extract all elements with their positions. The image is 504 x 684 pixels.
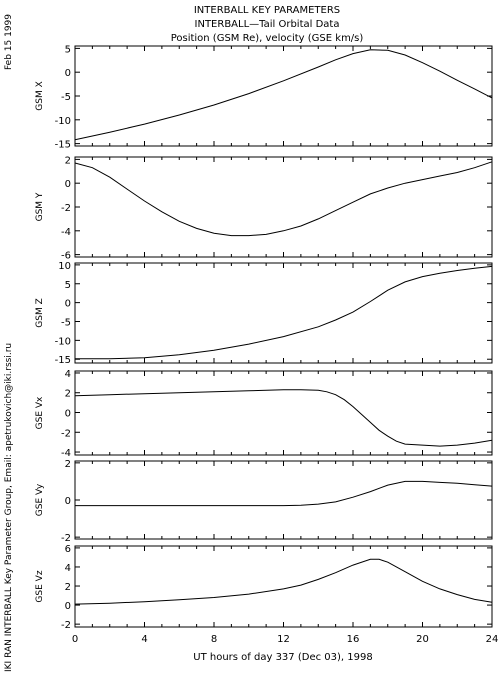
y-tick-label: -10 (55, 336, 71, 347)
y-tick-label: 0 (65, 496, 71, 507)
panel-frame (74, 545, 493, 628)
y-axis-label: GSE Vy (35, 483, 45, 516)
y-tick-label: -4 (61, 448, 71, 459)
y-tick-label: -6 (61, 251, 71, 262)
title-line-2: INTERBALL—Tail Orbital Data (195, 19, 340, 30)
y-tick-label: -15 (55, 355, 71, 366)
y-tick-label: 0 (65, 179, 71, 190)
series-line (74, 161, 493, 237)
panel-frame (74, 156, 493, 258)
date-label: Feb 15 1999 (4, 14, 14, 70)
panel-frame (74, 45, 493, 147)
y-axis-label: GSM Z (35, 298, 45, 327)
y-tick-label: 10 (58, 261, 71, 272)
x-tick-label: 12 (277, 634, 290, 645)
y-tick-label: -5 (61, 317, 71, 328)
y-axis-label: GSM Y (35, 192, 45, 221)
y-tick-label: -2 (61, 533, 71, 544)
x-tick-label: 24 (486, 634, 499, 645)
y-tick-label: -2 (61, 428, 71, 439)
x-tick-label: 8 (211, 634, 217, 645)
x-axis-label: UT hours of day 337 (Dec 03), 1998 (193, 652, 372, 663)
series-line (75, 265, 493, 360)
series-line (74, 49, 493, 141)
y-tick-label: 2 (65, 582, 71, 593)
y-tick-label: 5 (65, 280, 71, 291)
y-tick-label: 5 (65, 44, 71, 55)
x-tick-label: 0 (72, 634, 78, 645)
y-axis-label: GSE Vz (35, 570, 45, 602)
y-tick-label: 2 (65, 155, 71, 166)
panel-frame (74, 262, 493, 364)
x-tick-label: 4 (141, 634, 147, 645)
y-tick-label: 0 (65, 409, 71, 420)
x-tick-label: 20 (416, 634, 429, 645)
y-tick-label: 2 (65, 459, 71, 470)
y-tick-label: 0 (65, 299, 71, 310)
y-tick-label: -4 (61, 227, 71, 238)
y-tick-label: 4 (65, 563, 71, 574)
series-line (74, 389, 493, 447)
series-line (75, 480, 493, 507)
y-tick-label: 2 (65, 389, 71, 400)
x-tick-label: 16 (347, 634, 360, 645)
panel-frame (74, 370, 493, 456)
y-tick-label: -15 (55, 140, 71, 151)
y-tick-label: -10 (55, 116, 71, 127)
title-line-1: INTERBALL KEY PARAMETERS (194, 5, 340, 16)
y-tick-label: 6 (65, 544, 71, 555)
credit-label: IKI RAN INTERBALL Key Parameter Group, E… (4, 343, 14, 672)
y-tick-label: 4 (65, 369, 71, 380)
y-tick-label: 0 (65, 68, 71, 79)
panel-frame (74, 460, 493, 540)
y-tick-label: -2 (61, 620, 71, 631)
y-axis-label: GSE Vx (35, 396, 45, 429)
title-line-3: Position (GSM Re), velocity (GSE km/s) (171, 33, 364, 44)
series-line (74, 558, 493, 605)
y-tick-label: -2 (61, 203, 71, 214)
y-axis-label: GSM X (35, 81, 45, 110)
y-tick-label: 0 (65, 601, 71, 612)
y-tick-label: -5 (61, 92, 71, 103)
